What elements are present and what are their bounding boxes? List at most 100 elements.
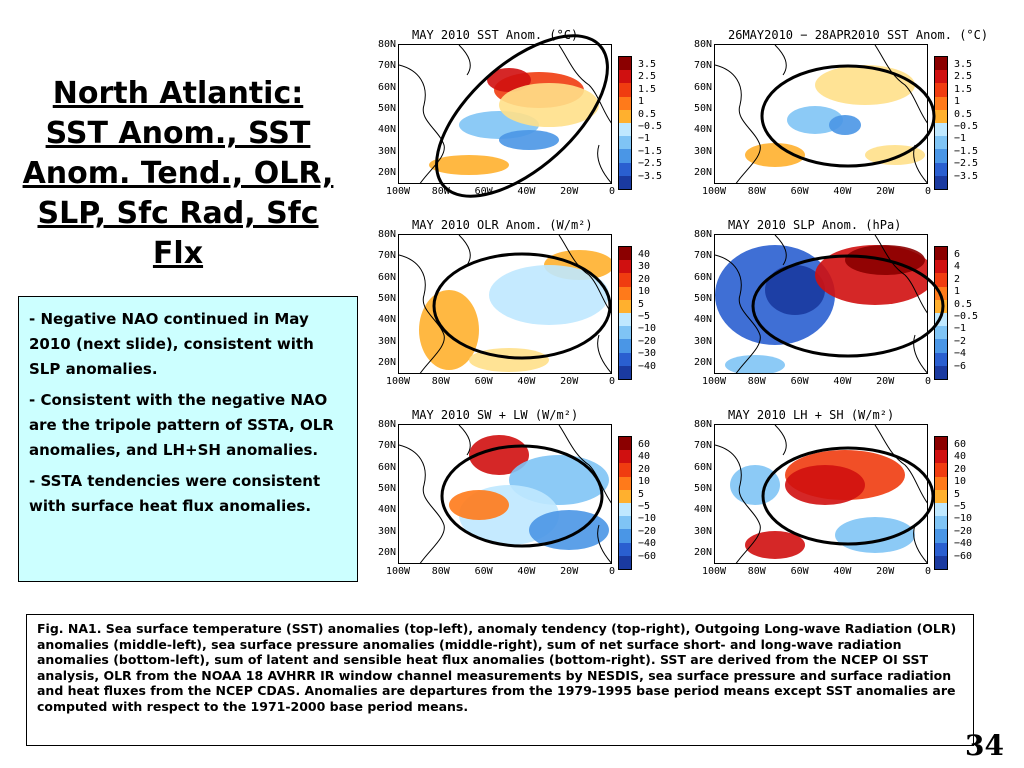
lon-tick-label: 40W — [517, 566, 536, 577]
lat-tick-label: 70N — [693, 60, 712, 72]
lon-tick-label: 20W — [876, 186, 895, 197]
anomaly-region — [815, 65, 915, 105]
color-bar-segment — [619, 109, 631, 124]
color-bar-segment — [619, 555, 631, 570]
anomaly-region — [745, 143, 805, 167]
lon-tick-label: 60W — [474, 186, 493, 197]
color-bar-label: 1 — [954, 286, 961, 298]
lat-tick-label: 50N — [377, 102, 396, 114]
lon-tick-label: 0 — [608, 376, 616, 387]
anomaly-map — [714, 424, 928, 564]
color-bar-label: 20 — [638, 273, 651, 285]
lat-tick-label: 80N — [377, 39, 396, 50]
color-bar-segment — [619, 299, 631, 314]
color-bar-segment — [619, 529, 631, 543]
lon-tick-label: 20W — [560, 376, 579, 387]
lat-tick-label: 20N — [693, 546, 712, 558]
lon-tick-label: 100W — [385, 376, 411, 387]
color-bar-segment — [619, 339, 631, 353]
color-bar — [934, 436, 948, 570]
color-bar-label: 5 — [638, 298, 645, 310]
lat-tick-label: 40N — [377, 504, 396, 516]
color-bar-label: 10 — [638, 476, 651, 488]
anomaly-region — [529, 510, 609, 550]
color-bar-label: 5 — [638, 488, 645, 500]
color-bar-segment — [619, 123, 631, 137]
panel-title: MAY 2010 OLR Anom. (W/m²) — [412, 218, 593, 232]
bullet-item: - Negative NAO continued in May 2010 (ne… — [29, 310, 314, 378]
color-bar-segment — [619, 516, 631, 530]
bullet-item: - SSTA tendencies were consistent with s… — [29, 472, 321, 515]
color-bar-label: 20 — [638, 463, 651, 475]
lat-tick-label: 80N — [377, 419, 396, 430]
color-bar — [934, 246, 948, 380]
lat-tick-label: 20N — [693, 356, 712, 368]
lon-tick-label: 20W — [560, 186, 579, 197]
panel-title: 26MAY2010 − 28APR2010 SST Anom. (°C) — [728, 28, 989, 42]
color-bar-segment — [935, 57, 947, 71]
color-bar-segment — [935, 70, 947, 84]
lon-tick-label: 20W — [876, 566, 895, 577]
color-bar-label: −10 — [638, 323, 657, 335]
color-bar-segment — [935, 313, 947, 327]
lon-tick-label: 0 — [608, 186, 616, 197]
lon-tick-label: 100W — [385, 186, 411, 197]
color-bar-label: −1 — [954, 323, 967, 335]
color-bar-label: −0.5 — [954, 121, 979, 132]
color-bar-segment — [935, 326, 947, 340]
color-bar-label: −5 — [638, 501, 651, 512]
color-bar-label: 20 — [954, 463, 967, 475]
anomaly-region — [499, 130, 559, 150]
color-bar-segment — [619, 437, 631, 451]
lon-tick-label: 80W — [431, 566, 450, 577]
color-bar-label: −20 — [954, 525, 973, 537]
lat-tick-label: 30N — [377, 145, 396, 157]
color-bar-label: −3.5 — [954, 170, 979, 182]
panel-title: MAY 2010 SW + LW (W/m²) — [412, 408, 579, 422]
color-bar-label: −60 — [638, 550, 657, 562]
color-bar-segment — [935, 260, 947, 274]
color-bar-segment — [935, 450, 947, 464]
color-bar-label: −0.5 — [638, 121, 663, 132]
lon-tick-label: 40W — [833, 186, 852, 197]
color-bar-label: 5 — [954, 488, 961, 500]
color-bar-segment — [935, 273, 947, 287]
color-bar-segment — [619, 542, 631, 556]
color-bar-segment — [619, 175, 631, 190]
lat-tick-label: 60N — [693, 461, 712, 473]
lon-tick-label: 0 — [608, 566, 616, 577]
color-bar-segment — [935, 286, 947, 300]
lon-tick-label: 40W — [833, 376, 852, 387]
lat-tick-label: 40N — [693, 124, 712, 136]
lon-tick-label: 100W — [701, 186, 727, 197]
color-bar — [618, 56, 632, 190]
anomaly-region — [785, 465, 865, 505]
color-bar-label: 2.5 — [954, 71, 973, 83]
color-bar-label: 60 — [638, 439, 651, 450]
lat-tick-label: 50N — [693, 102, 712, 114]
lon-tick-label: 40W — [517, 376, 536, 387]
color-bar-segment — [935, 123, 947, 137]
lat-tick-label: 20N — [377, 356, 396, 368]
color-bar-label: −5 — [954, 501, 967, 512]
color-bar-segment — [935, 489, 947, 504]
anomaly-region — [469, 348, 549, 372]
color-bar-label: −3.5 — [638, 170, 663, 182]
color-bar-label: 1 — [954, 96, 961, 108]
color-bar-segment — [935, 352, 947, 366]
lon-tick-label: 80W — [747, 566, 766, 577]
color-bar-segment — [619, 273, 631, 287]
color-bar-segment — [935, 149, 947, 163]
color-bar-label: −1.5 — [954, 145, 979, 157]
color-bar-segment — [935, 529, 947, 543]
lat-tick-label: 60N — [693, 81, 712, 93]
anomaly-map — [398, 234, 612, 374]
color-bar-segment — [935, 503, 947, 517]
lat-tick-label: 70N — [377, 60, 396, 72]
map-panel: MAY 2010 OLR Anom. (W/m²) 80N 70N 60N 50N 40N… — [372, 218, 672, 398]
lat-tick-label: 40N — [377, 124, 396, 136]
color-bar-segment — [935, 555, 947, 570]
lat-tick-label: 50N — [693, 482, 712, 494]
color-bar-label: 2.5 — [638, 71, 657, 83]
lon-tick-label: 80W — [747, 376, 766, 387]
